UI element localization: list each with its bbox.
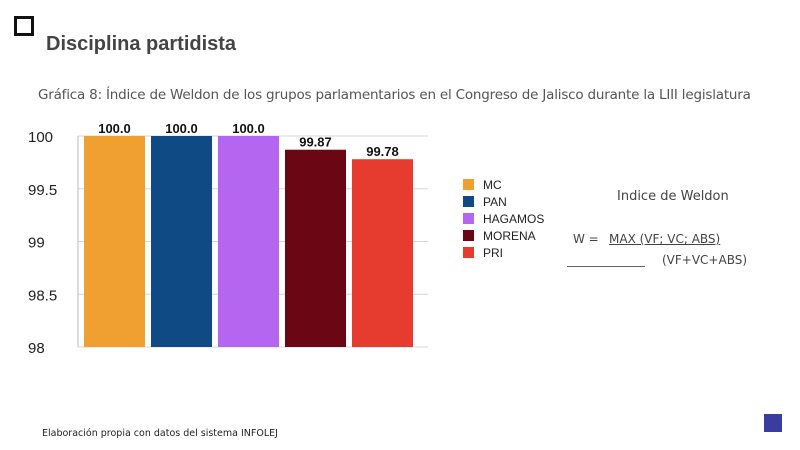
y-tick-label: 100 xyxy=(28,129,53,146)
bar-mc xyxy=(84,136,145,347)
data-label: 99.87 xyxy=(299,135,332,150)
legend-label: MORENA xyxy=(483,228,536,243)
legend-item-pri: PRI xyxy=(463,244,544,261)
legend-swatch xyxy=(463,196,474,207)
slide-title: Disciplina partidista xyxy=(46,33,237,55)
legend-item-morena: MORENA xyxy=(463,227,544,244)
data-label: 100.0 xyxy=(232,121,265,136)
y-tick-label: 98.5 xyxy=(28,287,57,304)
legend-item-mc: MC xyxy=(463,176,544,193)
corner-block-icon xyxy=(764,414,782,432)
corner-square-icon xyxy=(14,16,34,36)
legend-swatch xyxy=(463,213,474,224)
formula-numerator: MAX (VF; VC; ABS) xyxy=(609,232,721,246)
chart-caption: Gráfica 8: Índice de Weldon de los grupo… xyxy=(38,87,751,103)
legend-swatch xyxy=(463,179,474,190)
bar-morena xyxy=(285,149,346,347)
y-tick-label: 98 xyxy=(28,340,45,357)
legend-swatch xyxy=(463,247,474,258)
legend-label: PAN xyxy=(483,194,507,209)
formula-title: Indice de Weldon xyxy=(617,189,729,204)
y-tick-label: 99.5 xyxy=(28,182,57,199)
bar-pri xyxy=(352,159,413,347)
formula-fraction-line xyxy=(567,266,645,267)
bar-pan xyxy=(151,136,212,347)
data-label: 100.0 xyxy=(98,121,131,136)
legend-label: PRI xyxy=(483,245,504,260)
chart-legend: MC PAN HAGAMOS MORENA PRI xyxy=(463,176,544,261)
legend-label: MC xyxy=(483,177,502,192)
legend-item-pan: PAN xyxy=(463,193,544,210)
bar-hagamos xyxy=(218,136,279,347)
data-label: 99.78 xyxy=(366,144,399,159)
formula-lhs: W = xyxy=(573,232,599,246)
data-label: 100.0 xyxy=(165,121,198,136)
legend-item-hagamos: HAGAMOS xyxy=(463,210,544,227)
legend-swatch xyxy=(463,230,474,241)
formula-denominator: (VF+VC+ABS) xyxy=(662,253,748,267)
y-tick-label: 99 xyxy=(28,235,45,252)
legend-label: HAGAMOS xyxy=(483,211,545,226)
source-note: Elaboración propia con datos del sistema… xyxy=(42,428,278,439)
